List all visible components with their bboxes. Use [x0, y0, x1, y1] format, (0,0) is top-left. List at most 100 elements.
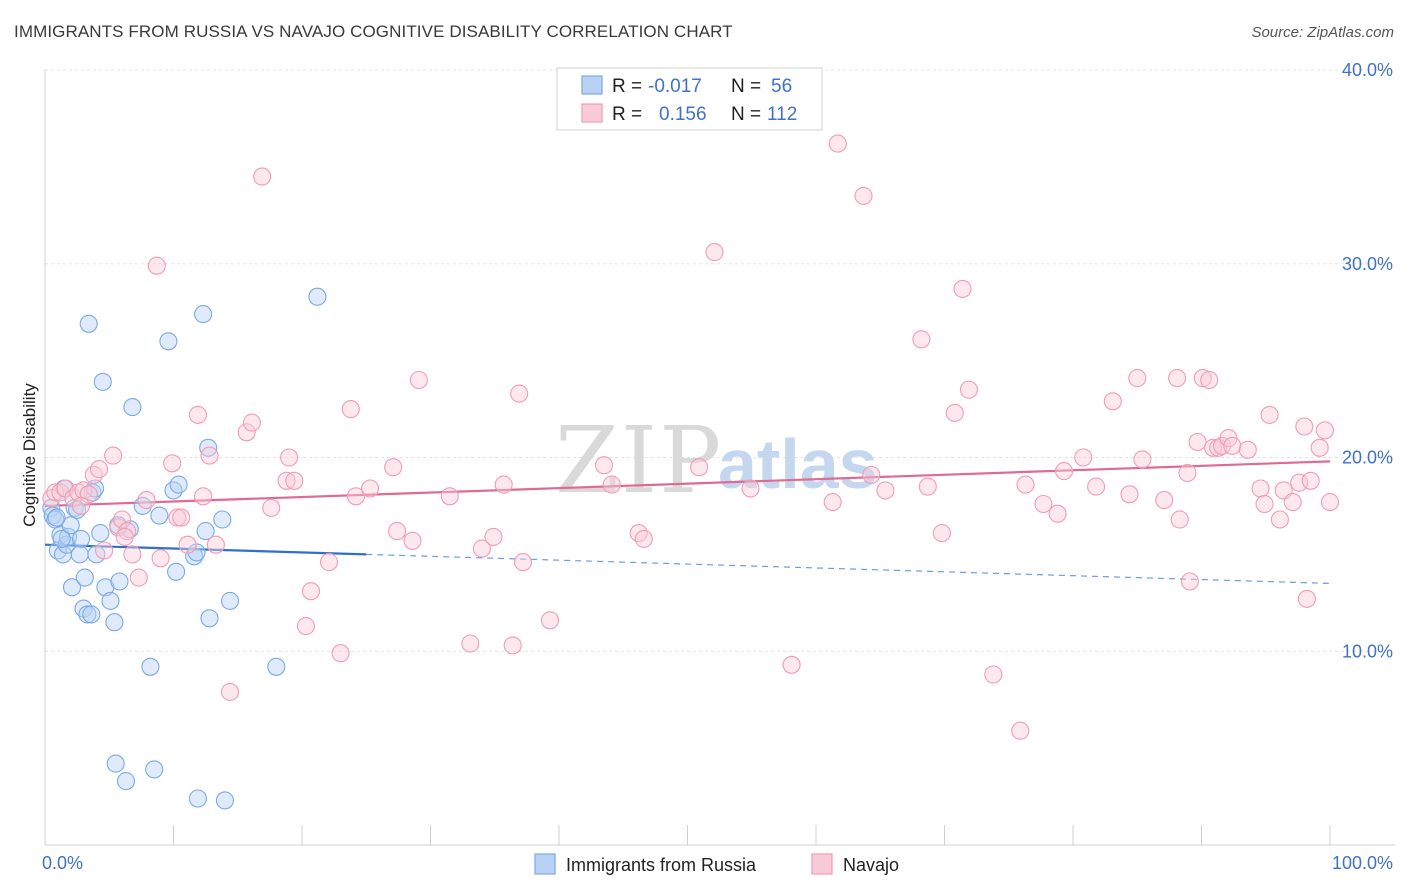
- point-navajo: [440, 487, 459, 506]
- point-russia: [159, 332, 178, 351]
- bottom-legend-label-russia: Immigrants from Russia: [566, 855, 757, 875]
- point-navajo: [602, 475, 621, 494]
- point-navajo: [301, 582, 321, 601]
- point-russia: [200, 609, 219, 628]
- x-tick-label-end: 100.0%: [1332, 853, 1393, 873]
- point-russia: [101, 591, 120, 610]
- point-navajo: [1260, 405, 1279, 424]
- point-navajo: [1255, 494, 1274, 514]
- point-russia: [213, 510, 232, 529]
- point-russia: [215, 791, 234, 810]
- point-russia: [308, 287, 327, 306]
- point-navajo: [1016, 475, 1035, 494]
- point-russia: [123, 398, 142, 417]
- point-navajo: [1223, 436, 1242, 455]
- point-navajo: [1155, 491, 1174, 510]
- point-russia: [141, 657, 160, 676]
- point-navajo: [194, 487, 213, 506]
- point-navajo: [285, 471, 304, 490]
- point-navajo: [84, 465, 103, 484]
- point-russia: [47, 508, 66, 527]
- point-navajo: [634, 529, 653, 548]
- point-navajo: [1087, 477, 1106, 496]
- trend-line-russia-extension: [366, 553, 1331, 585]
- point-navajo: [178, 535, 197, 554]
- point-navajo: [262, 498, 281, 517]
- bottom-legend-swatch-russia: [534, 853, 556, 875]
- point-navajo: [1295, 417, 1314, 436]
- point-russia: [70, 545, 89, 564]
- point-russia: [52, 529, 71, 548]
- point-navajo: [341, 400, 360, 419]
- point-russia: [106, 754, 125, 773]
- point-navajo: [594, 456, 614, 475]
- y-axis-label: Cognitive Disability: [20, 383, 39, 527]
- point-navajo: [1170, 510, 1189, 529]
- point-navajo: [959, 380, 978, 399]
- point-navajo: [953, 279, 972, 298]
- point-navajo: [147, 256, 166, 275]
- legend-r-label-2: R =: [612, 104, 642, 125]
- point-navajo: [741, 479, 760, 498]
- point-navajo: [1320, 493, 1340, 512]
- point-russia: [116, 772, 136, 791]
- axes: [44, 70, 1395, 846]
- point-navajo: [237, 423, 256, 442]
- point-navajo: [296, 617, 315, 636]
- y-tick-label: 40.0%: [1342, 60, 1393, 80]
- x-tick-label-start: 0.0%: [42, 853, 83, 873]
- point-navajo: [46, 483, 65, 502]
- point-russia: [267, 657, 286, 676]
- point-navajo: [782, 655, 801, 674]
- point-navajo: [319, 553, 339, 572]
- y-tick-label: 30.0%: [1342, 254, 1393, 274]
- point-russia: [150, 506, 169, 525]
- point-navajo: [331, 644, 350, 663]
- point-navajo: [510, 384, 529, 403]
- point-navajo: [494, 475, 513, 494]
- legend-n-label-2: N =: [731, 104, 761, 125]
- point-navajo: [1200, 370, 1219, 390]
- legend: R = -0.017 N = 56 R = 0.156 N = 112: [556, 67, 823, 131]
- point-navajo: [1290, 473, 1309, 492]
- point-navajo: [71, 496, 91, 515]
- point-navajo: [862, 465, 881, 484]
- point-russia: [145, 760, 164, 779]
- point-navajo: [503, 636, 522, 655]
- point-navajo: [1120, 485, 1139, 504]
- point-russia: [194, 305, 213, 324]
- point-russia: [75, 568, 94, 587]
- point-russia: [79, 314, 98, 333]
- point-navajo: [409, 370, 428, 390]
- point-russia: [167, 562, 186, 581]
- point-navajo: [1193, 369, 1212, 388]
- point-navajo: [163, 454, 182, 473]
- point-navajo: [1128, 369, 1147, 388]
- y-tick-label: 10.0%: [1342, 641, 1393, 661]
- point-navajo: [1297, 589, 1316, 608]
- point-navajo: [1270, 510, 1289, 529]
- point-navajo: [172, 508, 191, 527]
- point-russia: [105, 613, 124, 632]
- point-navajo: [137, 491, 156, 510]
- point-navajo: [1168, 369, 1187, 388]
- legend-n-value-1: 56: [771, 76, 792, 97]
- point-navajo: [1310, 438, 1329, 457]
- bottom-legend-swatch-navajo: [811, 853, 833, 875]
- point-navajo: [1074, 448, 1093, 467]
- y-tick-label: 20.0%: [1342, 448, 1393, 468]
- point-navajo: [1133, 450, 1152, 469]
- point-navajo: [242, 413, 261, 432]
- point-navajo: [513, 553, 533, 572]
- point-navajo: [1054, 462, 1074, 481]
- point-russia: [78, 605, 97, 624]
- bottom-legend: Immigrants from Russia Navajo: [534, 853, 899, 875]
- legend-r-label-1: R =: [612, 76, 642, 97]
- point-navajo: [277, 471, 296, 490]
- point-navajo: [1103, 392, 1122, 411]
- point-navajo: [1048, 504, 1067, 523]
- point-navajo: [1011, 721, 1030, 740]
- legend-r-value-2: 0.156: [659, 104, 707, 125]
- point-navajo: [388, 522, 407, 541]
- point-navajo: [828, 134, 847, 153]
